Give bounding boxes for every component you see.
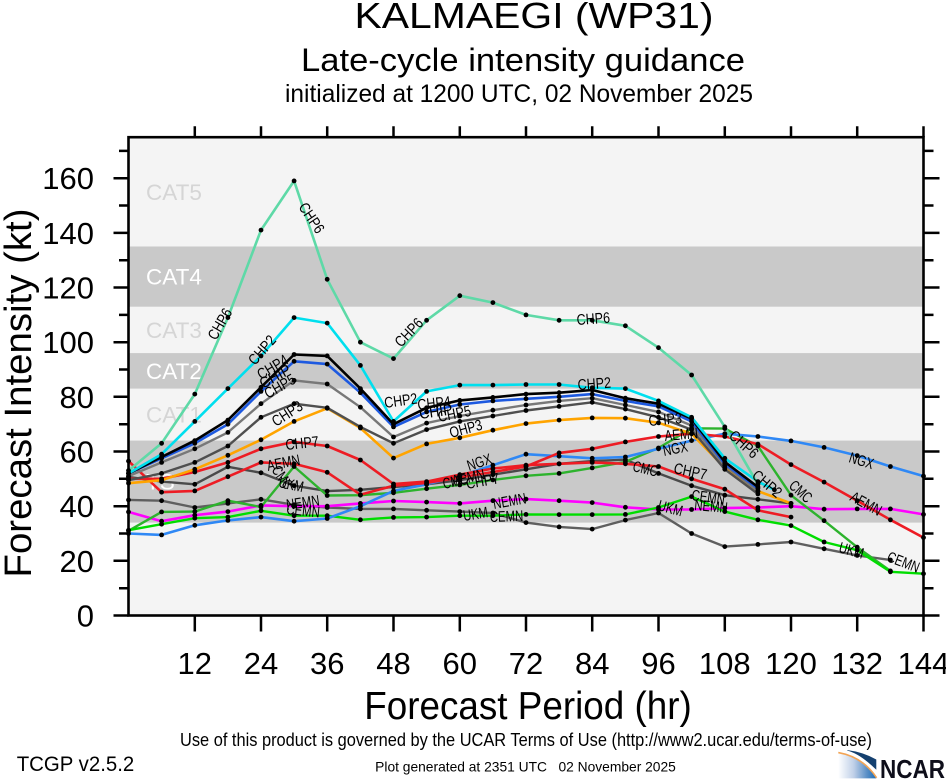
svg-text:108: 108 [699, 646, 751, 681]
svg-text:CMC: CMC [441, 471, 469, 493]
svg-text:CAT2: CAT2 [146, 359, 202, 384]
svg-text:NEMN: NEMN [285, 492, 320, 513]
svg-text:CMC: CMC [631, 458, 659, 480]
svg-text:120: 120 [42, 271, 94, 306]
svg-text:CHP3: CHP3 [648, 410, 683, 430]
svg-text:Forecast Intensity (kt): Forecast Intensity (kt) [0, 209, 40, 578]
svg-text:AEMN: AEMN [664, 425, 699, 445]
svg-text:CHP2: CHP2 [383, 390, 418, 411]
svg-text:120: 120 [765, 646, 817, 681]
svg-text:24: 24 [244, 646, 278, 681]
svg-text:CEMN: CEMN [490, 508, 524, 526]
svg-text:CHP2: CHP2 [577, 375, 612, 394]
svg-text:100: 100 [42, 325, 94, 360]
svg-text:NEMN: NEMN [492, 490, 528, 513]
svg-text:UKM: UKM [837, 540, 866, 563]
svg-text:CHIP: CHIP [418, 401, 453, 422]
svg-text:CHP7: CHP7 [285, 434, 320, 454]
svg-text:12: 12 [178, 646, 212, 681]
svg-text:CHP7: CHP7 [672, 460, 708, 484]
svg-text:NGX: NGX [662, 438, 690, 459]
svg-text:CAT4: CAT4 [146, 265, 202, 290]
svg-text:CAT3: CAT3 [146, 318, 202, 343]
svg-text:0: 0 [77, 599, 94, 634]
svg-text:CHP6: CHP6 [576, 310, 611, 329]
svg-text:UKM: UKM [656, 497, 685, 520]
svg-text:140: 140 [42, 216, 94, 251]
svg-text:48: 48 [376, 646, 410, 681]
svg-text:132: 132 [831, 646, 883, 681]
svg-text:40: 40 [60, 489, 94, 524]
svg-text:CHP7: CHP7 [465, 470, 501, 493]
svg-text:84: 84 [575, 646, 609, 681]
svg-text:CHP5: CHP5 [437, 403, 473, 426]
svg-text:72: 72 [509, 646, 543, 681]
svg-text:144: 144 [898, 646, 946, 681]
svg-text:Forecast Period (hr): Forecast Period (hr) [364, 685, 692, 728]
svg-text:AEMN: AEMN [450, 466, 486, 490]
svg-text:NGX: NGX [847, 450, 876, 474]
svg-text:NEMN: NEMN [694, 497, 729, 517]
svg-text:CAT5: CAT5 [146, 180, 202, 205]
svg-text:TCGP v2.5.2: TCGP v2.5.2 [17, 752, 135, 776]
svg-text:NGX: NGX [465, 451, 494, 475]
svg-text:initialized at 1200 UTC, 02 No: initialized at 1200 UTC, 02 November 202… [285, 81, 753, 108]
svg-text:160: 160 [42, 161, 94, 196]
svg-text:20: 20 [60, 544, 94, 579]
svg-text:CEMN: CEMN [690, 487, 725, 508]
svg-text:60: 60 [60, 435, 94, 470]
svg-text:UKM: UKM [462, 504, 489, 525]
svg-text:80: 80 [60, 380, 94, 415]
svg-text:UKM: UKM [277, 474, 305, 496]
svg-text:AEMN: AEMN [266, 452, 302, 475]
svg-text:36: 36 [310, 646, 344, 681]
svg-text:CEMN: CEMN [286, 501, 321, 521]
svg-text:60: 60 [443, 646, 477, 681]
svg-text:CHP4: CHP4 [417, 394, 452, 414]
svg-text:Late-cycle intensity guidance: Late-cycle intensity guidance [301, 42, 745, 78]
svg-text:KALMAEGI (WP31): KALMAEGI (WP31) [355, 0, 714, 36]
svg-text:Use of this product is governe: Use of this product is governed by the U… [180, 729, 872, 750]
svg-text:NCAR: NCAR [880, 756, 945, 780]
svg-text:96: 96 [641, 646, 675, 681]
svg-text:Plot generated at 2351 UTC 0: Plot generated at 2351 UTC 02 November 2… [375, 760, 676, 775]
